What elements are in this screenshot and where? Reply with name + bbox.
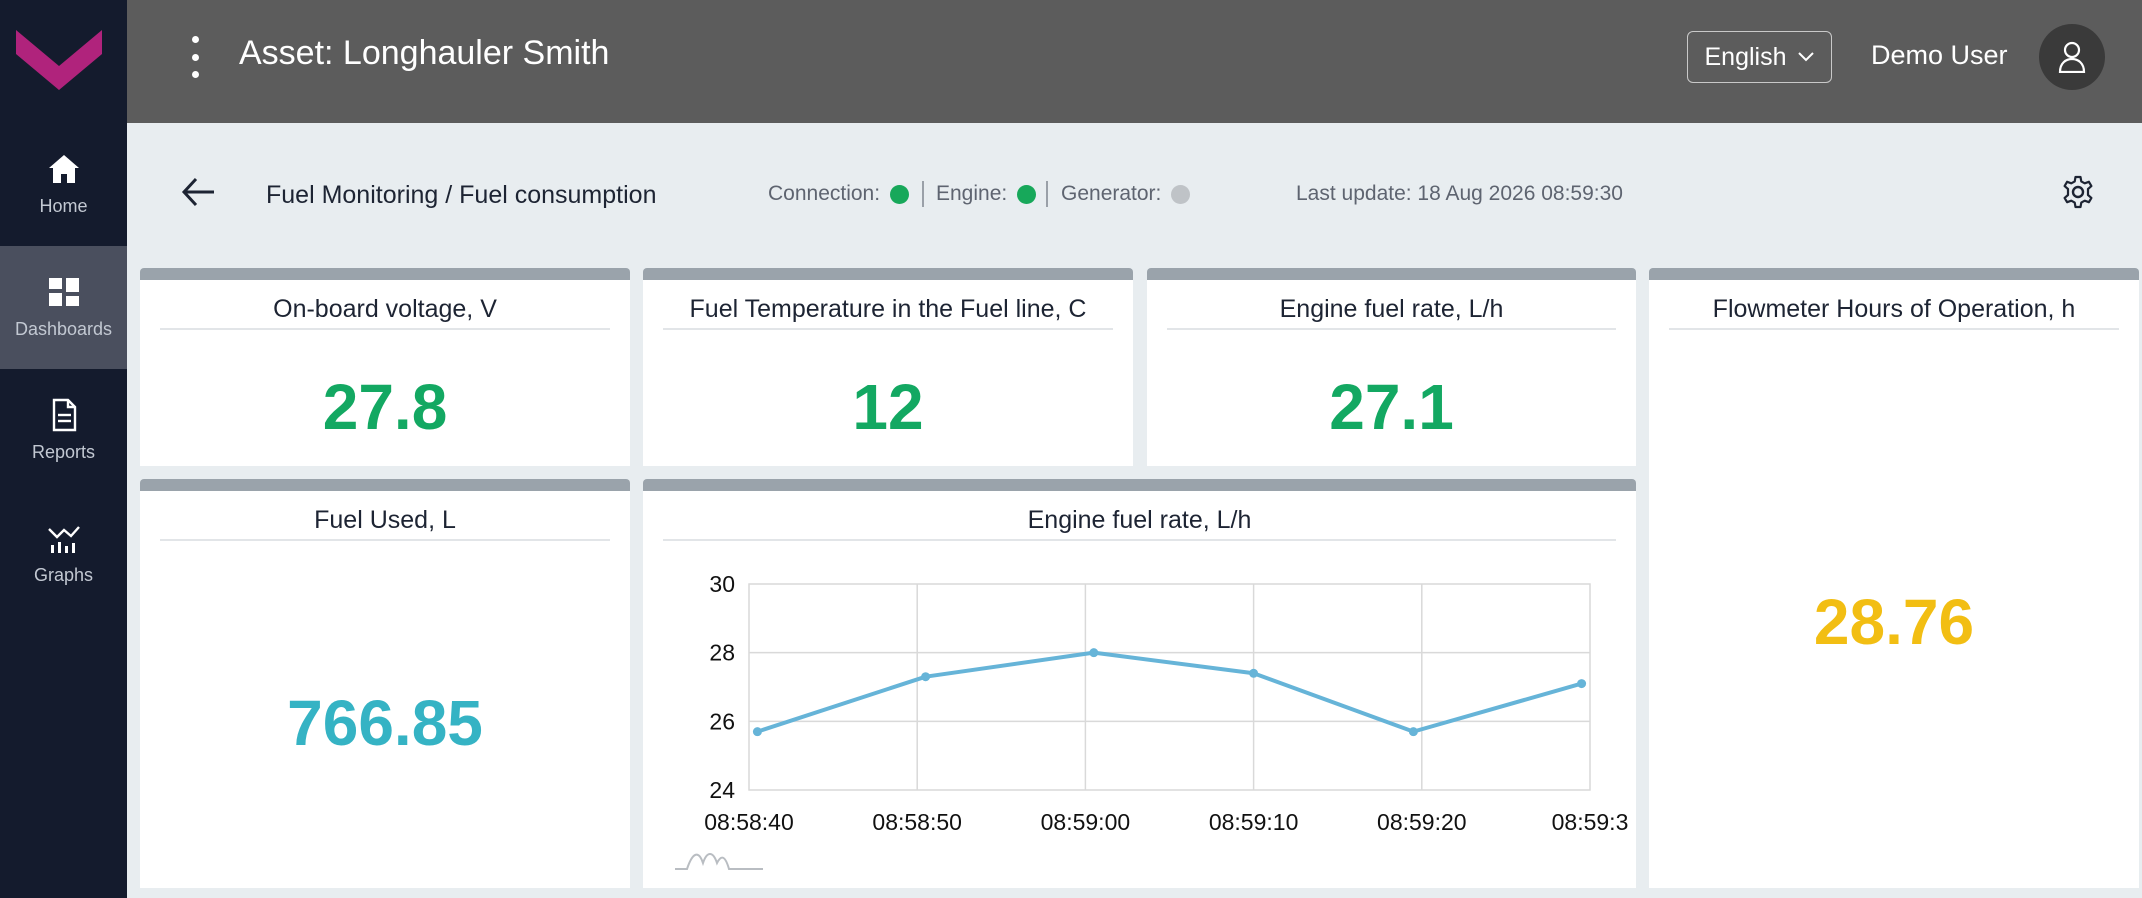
divider [1046, 181, 1048, 207]
x-tick-label: 08:59:3 [1552, 809, 1629, 835]
line-chart: 08:58:40 08:58:50 08:59:00 08:59:10 08:59:20… [675, 571, 1629, 870]
data-point [921, 672, 931, 682]
user-name: Demo User [1871, 40, 2008, 70]
x-tick-label: 08:58:50 [872, 809, 962, 835]
sidebar-item-reports[interactable]: Reports [0, 369, 127, 492]
connection-status: Connection: [768, 182, 910, 206]
data-point [1249, 668, 1259, 678]
breadcrumb: Fuel Monitoring / Fuel consumption [266, 181, 657, 209]
card-title: On-board voltage, V [160, 288, 610, 330]
fuel-temperature-card: Fuel Temperature in the Fuel line, C 12 [643, 268, 1133, 466]
data-point [1408, 727, 1418, 737]
data-point [1577, 679, 1587, 689]
generator-status: Generator: [1061, 182, 1191, 206]
divider [922, 181, 924, 207]
user-icon [2058, 41, 2086, 73]
avatar[interactable] [2039, 24, 2105, 90]
voltage-value: 27.8 [322, 371, 448, 443]
x-tick-label: 08:59:20 [1377, 809, 1467, 835]
generator-status-dot [1171, 184, 1191, 204]
connection-status-dot [890, 184, 910, 204]
back-arrow-icon[interactable] [180, 175, 218, 209]
engine-fuel-rate-value: 27.1 [1329, 371, 1454, 443]
connection-label: Connection: [768, 182, 881, 205]
x-tick-label: 08:59:00 [1041, 809, 1131, 835]
voltage-card: On-board voltage, V 27.8 [140, 268, 630, 466]
gear-icon[interactable] [2060, 174, 2096, 210]
flowmeter-hours-value: 28.76 [1813, 586, 1975, 658]
generator-label: Generator: [1061, 182, 1162, 205]
flowmeter-hours-card: Flowmeter Hours of Operation, h 28.76 [1649, 268, 2139, 888]
engine-label: Engine: [936, 182, 1008, 205]
fuel-used-value: 766.85 [287, 687, 483, 759]
card-title: Flowmeter Hours of Operation, h [1669, 288, 2119, 330]
sidebar-item-label: Home [39, 196, 88, 216]
y-tick-label: 26 [709, 708, 735, 734]
sidebar: Home Dashboards Reports Graphs [0, 0, 127, 898]
sidebar-item-label: Graphs [33, 565, 94, 585]
fuel-temperature-value: 12 [852, 371, 924, 443]
logo [16, 30, 102, 90]
home-icon [48, 155, 79, 183]
data-point [1089, 648, 1099, 658]
top-bar: Asset: Longhauler Smith English Demo Use… [127, 0, 2142, 123]
kebab-menu-icon[interactable] [185, 36, 205, 78]
sidebar-item-label: Reports [31, 442, 96, 462]
card-title: Engine fuel rate, L/h [1167, 288, 1616, 330]
series-line [756, 650, 1583, 734]
fuel-used-card: Fuel Used, L 766.85 [140, 479, 630, 888]
language-select[interactable]: English [1687, 31, 1832, 83]
x-tick-label: 08:58:40 [704, 809, 794, 835]
range-selector-icon [675, 853, 763, 870]
y-tick-label: 30 [709, 571, 735, 597]
sidebar-item-graphs[interactable]: Graphs [0, 492, 127, 615]
data-point [752, 727, 762, 737]
last-update: Last update: 18 Aug 2026 08:59:30 [1296, 182, 1623, 205]
language-value: English [1704, 42, 1787, 71]
sidebar-item-label: Dashboards [14, 319, 113, 339]
engine-status-dot [1017, 184, 1037, 204]
chart-title: Engine fuel rate, L/h [663, 499, 1616, 541]
graph-icon [47, 526, 80, 553]
engine-fuel-rate-chart-card: Engine fuel rate, L/h 08:58:40 08:58:50 08… [643, 479, 1636, 888]
y-tick-label: 24 [709, 777, 735, 803]
card-title: Fuel Used, L [160, 499, 610, 541]
sidebar-item-home[interactable]: Home [0, 123, 127, 246]
chevron-down-icon [1797, 52, 1814, 62]
dashboard-icon [48, 278, 79, 306]
x-tick-label: 08:59:10 [1209, 809, 1299, 835]
sidebar-item-dashboards[interactable]: Dashboards [0, 246, 127, 369]
y-tick-label: 28 [709, 640, 735, 666]
report-icon [52, 398, 76, 432]
page-title: Asset: Longhauler Smith [239, 34, 610, 72]
engine-status: Engine: [936, 182, 1037, 206]
card-title: Fuel Temperature in the Fuel line, C [663, 288, 1113, 330]
plot-area [748, 583, 1591, 791]
engine-fuel-rate-card: Engine fuel rate, L/h 27.1 [1147, 268, 1636, 466]
